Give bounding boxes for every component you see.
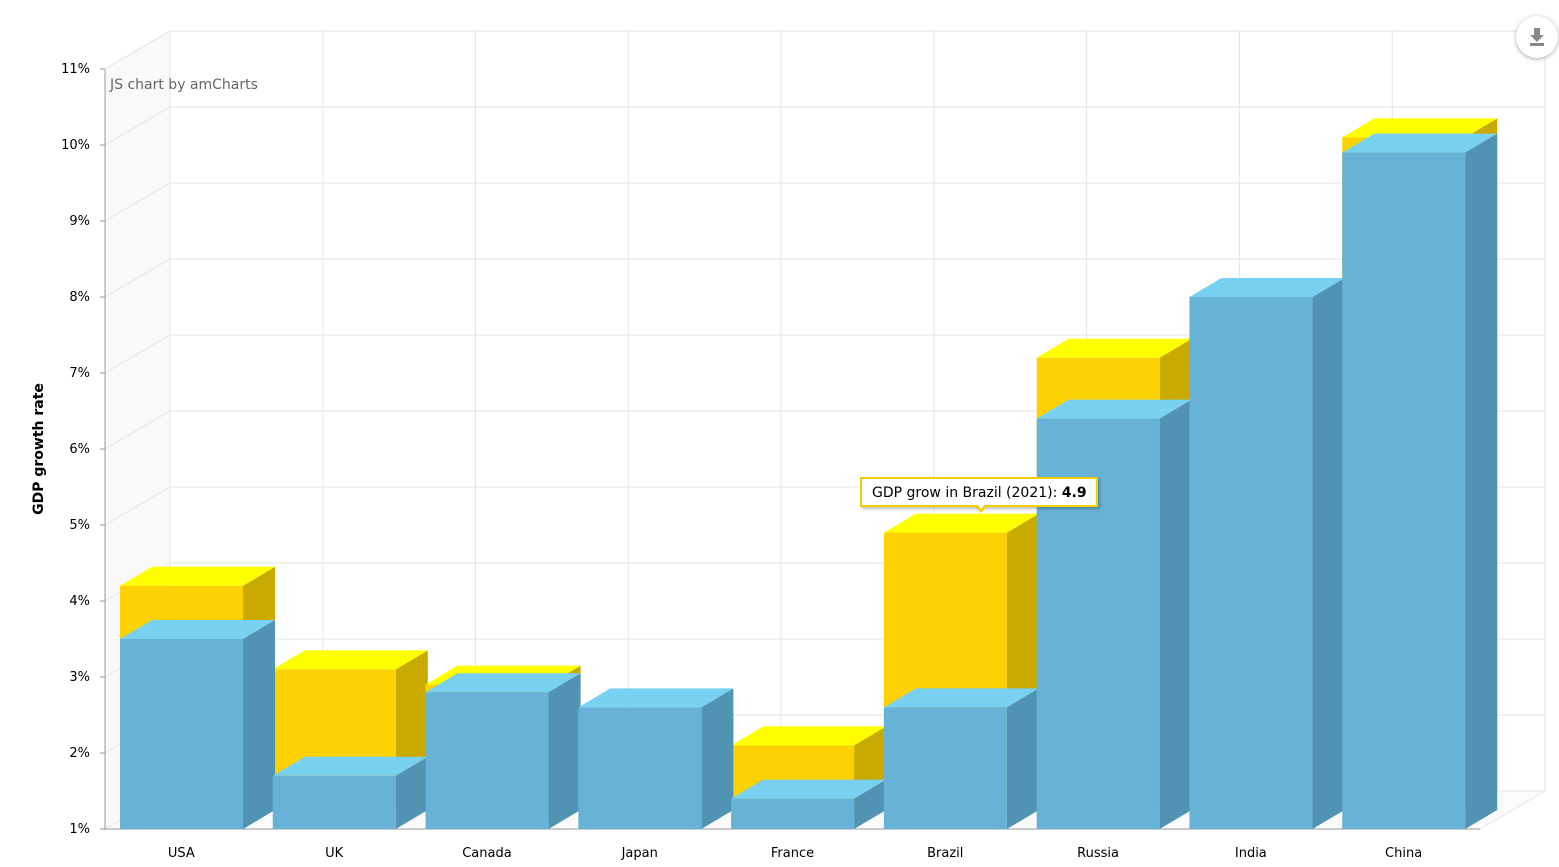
bar-2020-side: [701, 688, 734, 829]
bar-2020-front: [1342, 152, 1466, 830]
grid-line-diagonal: [104, 410, 171, 450]
y-tick-label: 6%: [69, 442, 90, 457]
y-tick-label: 9%: [69, 214, 90, 229]
bar-2020-top: [1189, 278, 1345, 297]
bar-2020-france: [731, 779, 887, 829]
bar-2021-top: [120, 566, 275, 586]
bar-2020-front: [883, 707, 1007, 829]
x-tick-label: UK: [325, 846, 344, 861]
bar-2020-brazil: [883, 688, 1039, 829]
bar-2020-side: [548, 673, 581, 829]
bar-2021-top: [731, 726, 887, 746]
grid-line-diagonal: [104, 258, 171, 298]
grid-line-diagonal: [104, 106, 171, 146]
bar-2020-canada: [425, 673, 581, 829]
bar-2020-top: [425, 673, 581, 693]
x-tick-label: USA: [168, 846, 195, 861]
y-tick-label: 5%: [69, 518, 90, 533]
bar-2020-india: [1189, 278, 1345, 829]
y-tick-label: 4%: [69, 594, 90, 609]
x-tick-label: Japan: [621, 846, 658, 861]
bar-2020-front: [272, 775, 396, 829]
bar-2020-side: [1312, 278, 1345, 829]
grid-line-diagonal: [104, 334, 171, 374]
y-axis-label: GDP growth rate: [31, 383, 47, 515]
x-tick-label: France: [771, 846, 814, 861]
bar-2020-top: [1342, 133, 1498, 153]
floor-edge: [1479, 790, 1546, 830]
bar-2020-top: [578, 688, 734, 708]
bar-2021-top: [1342, 118, 1498, 138]
y-tick-label: 8%: [69, 290, 90, 305]
bar-2020-top: [1036, 399, 1192, 419]
bar-2020-uk: [272, 756, 428, 829]
y-tick-label: 3%: [69, 670, 90, 685]
bar-2020-side: [854, 779, 887, 829]
bar-2020-top: [883, 688, 1039, 708]
grid-line-diagonal: [104, 486, 171, 526]
tooltip-text: GDP grow in Brazil (2021):: [872, 485, 1062, 501]
x-tick-label: China: [1385, 846, 1422, 861]
y-tick-label: 11%: [61, 62, 90, 77]
tooltip-value: 4.9: [1061, 485, 1087, 501]
export-button[interactable]: [1516, 16, 1558, 58]
x-tick-label: Russia: [1077, 846, 1119, 861]
bar-2020-side: [395, 756, 428, 829]
grid-line-diagonal: [104, 182, 171, 222]
bar-2020-side: [1006, 688, 1039, 829]
bar-2020-side: [1159, 399, 1192, 829]
download-icon: [1530, 28, 1544, 46]
bar-2020-front: [120, 639, 243, 829]
bar-2020-top: [120, 620, 275, 639]
x-tick-label: India: [1235, 846, 1267, 861]
bar-2021-top: [883, 513, 1039, 533]
bars: [120, 118, 1498, 830]
bar-2020-front: [1189, 297, 1313, 829]
bar-2020-top: [272, 756, 428, 776]
bar-2020-side: [1465, 133, 1498, 830]
x-tick-label: Brazil: [927, 846, 963, 861]
y-tick-label: 1%: [69, 822, 90, 837]
bar-2020-usa: [120, 620, 275, 829]
bar-2020-russia: [1036, 399, 1192, 829]
axis-top-diagonal: [104, 30, 171, 70]
bar-2020-top: [731, 779, 887, 799]
y-tick-label: 7%: [69, 366, 90, 381]
y-tick-label: 10%: [61, 138, 90, 153]
bar-2020-front: [425, 692, 549, 829]
bar-2020-china: [1342, 133, 1498, 830]
x-tick-label: Canada: [462, 846, 511, 861]
tooltip-pointer: [974, 503, 988, 513]
bar-2021-top: [1036, 338, 1192, 358]
amcharts-credit[interactable]: JS chart by amCharts: [109, 77, 258, 93]
bar-2020-front: [731, 798, 855, 829]
y-tick-label: 2%: [69, 746, 90, 761]
bar-2020-side: [243, 620, 275, 829]
bar-2021-top: [272, 650, 428, 670]
axes: 1% 2% 3% 4% 5% 6% 7% 8% 9% 10% 11% USA UK Canada Japan…: [61, 30, 1480, 861]
bar-tooltip: GDP grow in Brazil (2021): 4.9: [860, 477, 1098, 513]
bar-2020-japan: [578, 688, 734, 829]
bar-2020-front: [578, 707, 702, 829]
